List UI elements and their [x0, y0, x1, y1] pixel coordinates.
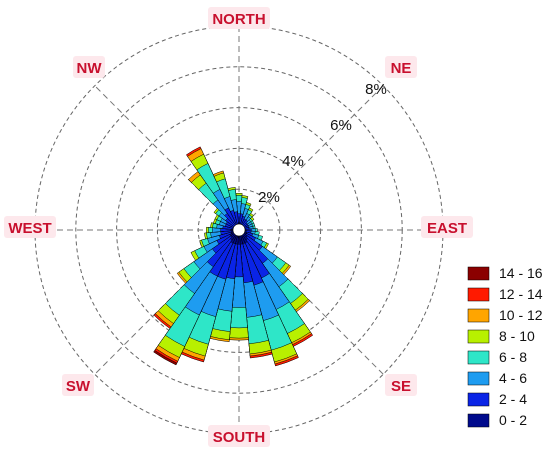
- sector-200: [180, 229, 240, 363]
- sectors: [153, 146, 314, 367]
- direction-halo-north: [208, 7, 270, 29]
- sector-170: [238, 229, 273, 359]
- ring-label-2: 2%: [258, 189, 280, 206]
- legend-swatch-3: [467, 329, 490, 344]
- direction-halo-south: [208, 425, 270, 447]
- sector-210: [153, 229, 240, 366]
- sector-150: [238, 229, 314, 347]
- direction-halo-nw: [73, 56, 105, 78]
- legend-swatch-1: [467, 287, 490, 302]
- sector-20: [238, 202, 252, 231]
- legend-swatch-4: [467, 350, 490, 365]
- legend-label-6: 2 - 4: [499, 391, 527, 407]
- legend-label-5: 4 - 6: [499, 370, 527, 386]
- legend-swatch-6: [467, 392, 490, 407]
- direction-label-ne: NE: [391, 60, 412, 77]
- legend-label-0: 14 - 16: [499, 265, 543, 281]
- direction-halo-ne: [385, 56, 417, 78]
- legend-label-4: 6 - 8: [499, 349, 527, 365]
- direction-halo-sw: [62, 374, 94, 396]
- legend-swatch-7: [467, 413, 490, 428]
- ring-label-6: 6%: [330, 117, 352, 134]
- direction-label-sw: SW: [66, 378, 91, 395]
- legend-swatch-0: [467, 266, 490, 281]
- direction-label-east: EAST: [427, 220, 467, 237]
- sector-180: [229, 229, 249, 341]
- sector-230: [176, 229, 240, 284]
- sector-160: [238, 229, 299, 367]
- legend-label-7: 0 - 2: [499, 412, 527, 428]
- direction-label-west: WEST: [8, 220, 51, 237]
- sector-340: [212, 170, 240, 231]
- sector-350: [227, 187, 240, 231]
- ring-labels: 2% 4% 6% 8%: [258, 81, 387, 206]
- direction-label-nw: NW: [77, 60, 103, 77]
- direction-halo-west: [4, 216, 56, 238]
- direction-label-se: SE: [391, 378, 411, 395]
- ring-label-8: 8%: [365, 81, 387, 98]
- ring-label-4: 4%: [282, 153, 304, 170]
- direction-label-south: SOUTH: [213, 429, 266, 446]
- legend-swatch-5: [467, 371, 490, 386]
- direction-label-north: NORTH: [212, 11, 265, 28]
- legend-label-3: 8 - 10: [499, 328, 535, 344]
- legend-label-1: 12 - 14: [499, 286, 543, 302]
- direction-halo-se: [385, 374, 417, 396]
- sector-130: [238, 229, 292, 276]
- legend-label-2: 10 - 12: [499, 307, 543, 323]
- calm-center: [232, 223, 246, 237]
- legend-swatch-2: [467, 308, 490, 323]
- sector-220: [153, 229, 240, 329]
- sector-270: [206, 226, 240, 234]
- sector-330: [186, 146, 240, 231]
- direction-halo-east: [421, 216, 473, 238]
- direction-labels: NORTH NE EAST SE SOUTH SW WEST NW: [4, 7, 473, 447]
- legend: 14 - 16 12 - 14 10 - 12 8 - 10 6 - 8 4 - 6 2 -…: [467, 265, 543, 428]
